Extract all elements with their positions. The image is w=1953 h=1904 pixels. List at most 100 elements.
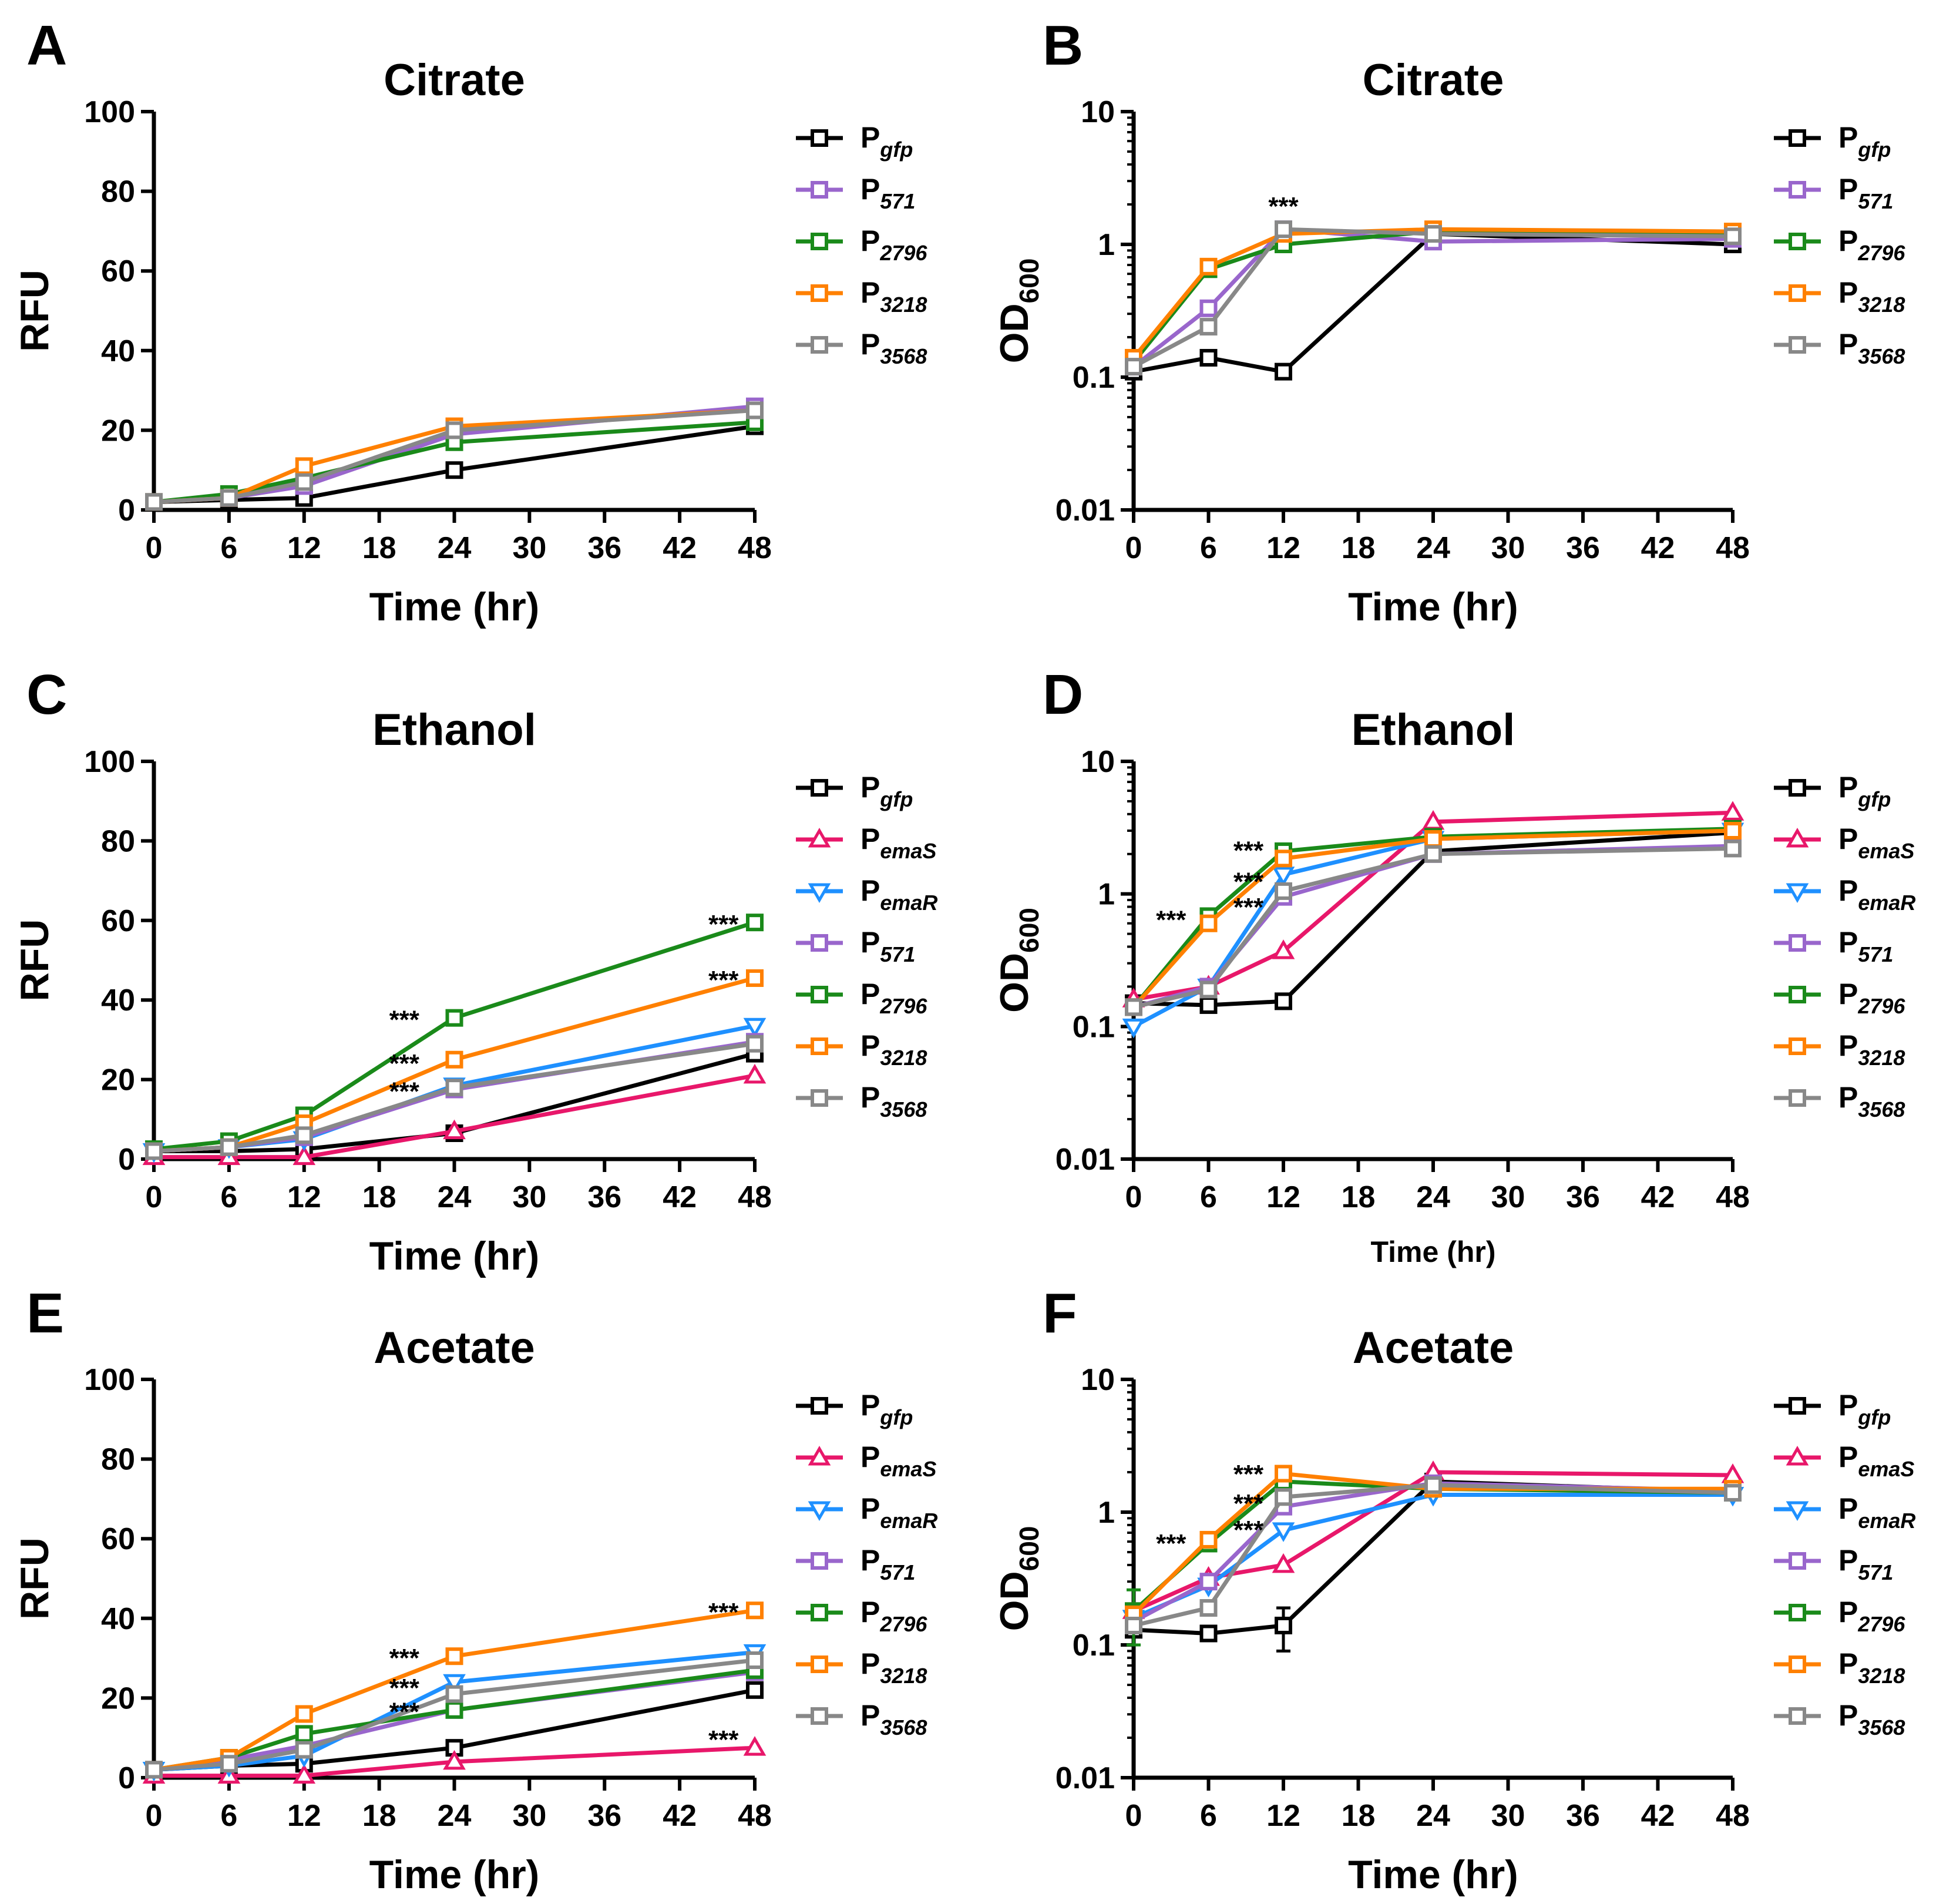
- legend-item: P571: [796, 173, 915, 213]
- significance-annotation: ***: [389, 1698, 420, 1727]
- x-tick-label: 24: [438, 1799, 472, 1833]
- legend-item: P3218: [796, 276, 927, 317]
- panel-letter: A: [26, 14, 67, 77]
- legend-label-main: P: [860, 224, 880, 257]
- x-axis-label: Time (hr): [1348, 585, 1518, 629]
- data-point: [1199, 257, 1218, 276]
- legend-label: P2796: [1838, 224, 1905, 265]
- legend-label: P571: [1838, 1544, 1893, 1584]
- y-tick-label: 60: [101, 1522, 135, 1556]
- legend-label-main: P: [1838, 224, 1858, 257]
- y-tick-label: 20: [101, 414, 135, 448]
- legend-marker: [1789, 1397, 1806, 1415]
- legend-label-main: P: [860, 926, 880, 959]
- panel-letter: B: [1043, 14, 1083, 77]
- series-p-3568: [1125, 220, 1742, 376]
- legend-label-sub: emaS: [880, 1457, 936, 1481]
- data-point: [220, 1755, 238, 1773]
- legend-item: Pgfp: [796, 121, 913, 162]
- series-p-571: [1125, 837, 1742, 1016]
- significance-annotation: ***: [1233, 1489, 1264, 1518]
- data-point: [1199, 1530, 1218, 1549]
- data-point: [746, 1601, 764, 1620]
- legend-label: P3218: [1838, 276, 1905, 317]
- legend-marker: [811, 1655, 828, 1673]
- legend-marker: [808, 827, 831, 848]
- series-p-3568: [145, 1651, 764, 1779]
- legend-label: P571: [1838, 173, 1893, 213]
- data-point: [1122, 1018, 1145, 1039]
- panel-e: E Acetate 0 20 40 60 80 100 0 6 12 18 24 30 36 42 48 Time…: [12, 1282, 937, 1897]
- x-tick-label: 24: [1416, 1799, 1450, 1833]
- y-axis-label-sub: 600: [1014, 1526, 1044, 1571]
- legend-label-main: P: [1838, 1492, 1858, 1525]
- legend-marker: [1789, 934, 1806, 952]
- legend-label-main: P: [1838, 328, 1858, 361]
- x-tick-label: 42: [1641, 1799, 1675, 1833]
- legend-marker: [811, 1397, 828, 1415]
- legend-label-sub: 571: [880, 189, 915, 213]
- y-tick-label: 0.01: [1056, 1143, 1115, 1177]
- legend-marker: [811, 181, 828, 199]
- legend-marker: [811, 934, 828, 952]
- x-tick-label: 42: [663, 1180, 697, 1214]
- data-point: [445, 1685, 463, 1703]
- data-point: [1275, 1616, 1292, 1634]
- x-tick-label: 48: [738, 531, 772, 565]
- data-point: [1424, 225, 1442, 243]
- legend-label: Pgfp: [1838, 1389, 1891, 1429]
- data-point: [746, 969, 764, 987]
- data-point: [293, 1145, 316, 1166]
- legend-marker: [811, 233, 828, 250]
- significance-annotation: ***: [1233, 1460, 1264, 1489]
- series-p-emas: [142, 1736, 767, 1784]
- legend-label-main: P: [1838, 822, 1858, 855]
- y-tick-label: 0: [118, 493, 135, 528]
- legend-item: P571: [1774, 926, 1893, 966]
- legend-item: Pgfp: [1774, 121, 1891, 162]
- legend-marker: [1786, 1445, 1809, 1466]
- legend-label-sub: 2796: [1857, 1612, 1905, 1636]
- data-point: [1724, 1483, 1742, 1502]
- data-point: [145, 1761, 163, 1779]
- legend-label-main: P: [860, 1081, 880, 1114]
- legend-label-sub: gfp: [879, 787, 913, 811]
- data-point: [1199, 980, 1218, 999]
- legend-item: P3568: [1774, 1699, 1905, 1740]
- legend-marker: [1789, 1089, 1806, 1107]
- legend-label-sub: emaS: [1858, 839, 1914, 863]
- legend-label-main: P: [1838, 1440, 1858, 1473]
- x-tick-label: 0: [1125, 531, 1142, 565]
- legend-label-sub: gfp: [1857, 1405, 1891, 1429]
- x-tick-label: 42: [1641, 1180, 1675, 1214]
- legend-label: P2796: [860, 978, 927, 1018]
- legend-marker: [808, 1501, 831, 1522]
- panel-d: D Ethanol 0.01 0.1 1 10 0 6 12 18 24 30 36 42 48 Time (…: [992, 663, 1915, 1268]
- x-tick-label: 42: [663, 1799, 697, 1833]
- x-tick-label: 12: [1266, 1799, 1300, 1833]
- data-point: [1125, 1616, 1142, 1634]
- data-point: [1424, 1476, 1442, 1494]
- x-tick-label: 24: [1416, 531, 1450, 565]
- x-tick-label: 24: [438, 1180, 472, 1214]
- legend-label: P3568: [860, 1081, 927, 1121]
- data-point: [1272, 939, 1295, 959]
- data-point: [1275, 362, 1292, 381]
- legend-marker: [811, 1552, 828, 1570]
- y-tick-label: 0.01: [1056, 1761, 1115, 1795]
- data-point: [293, 1764, 316, 1784]
- legend-label: P3218: [860, 1029, 927, 1070]
- legend-label-main: P: [860, 1596, 880, 1628]
- chart-title: Ethanol: [1352, 705, 1515, 755]
- legend-label: P3568: [860, 1699, 927, 1740]
- legend-label-main: P: [860, 1544, 880, 1577]
- y-tick-label: 40: [101, 983, 135, 1018]
- significance-annotation: ***: [389, 1049, 420, 1078]
- legend-label: P2796: [1838, 1596, 1905, 1636]
- data-point: [746, 1681, 764, 1699]
- x-axis-label: Time (hr): [369, 1234, 540, 1278]
- data-point: [746, 914, 764, 932]
- legend-label-main: P: [1838, 926, 1858, 959]
- y-tick-label: 10: [1081, 745, 1115, 779]
